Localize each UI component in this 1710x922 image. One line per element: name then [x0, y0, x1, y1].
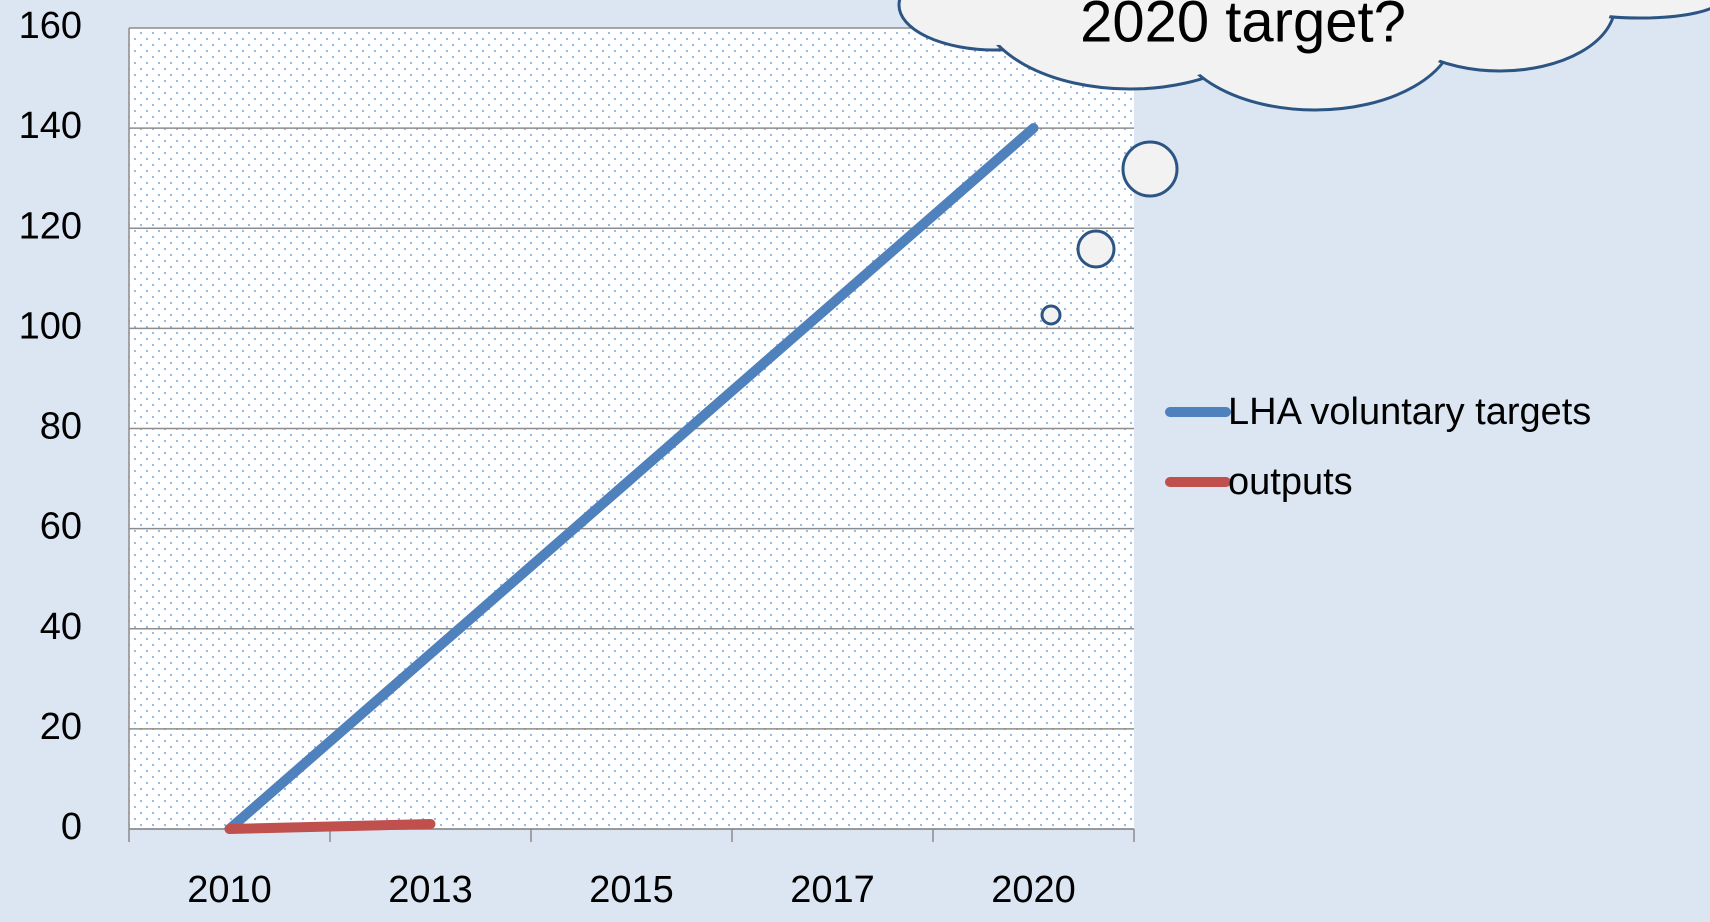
x-tick-label: 2010 [187, 869, 272, 911]
y-tick-label: 40 [40, 606, 82, 648]
x-tick-label: 2020 [991, 869, 1076, 911]
annotation: 2020 target? [1080, 0, 1406, 54]
y-tick-label: 100 [19, 305, 82, 347]
legend-label: outputs [1228, 461, 1353, 503]
y-tick-label: 0 [61, 806, 82, 848]
page: 0 20 40 60 80 100 120 140 160 2010 2013 2015 2017 202… [0, 0, 1710, 922]
x-tick-label: 2017 [790, 869, 875, 911]
y-tick-label: 20 [40, 706, 82, 748]
y-tick-label: 140 [19, 105, 82, 147]
legend-label: LHA voluntary targets [1228, 391, 1591, 433]
series-line [230, 824, 431, 829]
chart: 0 20 40 60 80 100 120 140 160 2010 2013 2015 2017 202… [0, 0, 1710, 922]
y-tick-label: 120 [19, 205, 82, 247]
y-tick-label: 80 [40, 406, 82, 448]
x-tick-label: 2015 [589, 869, 674, 911]
x-tick-label: 2013 [388, 869, 473, 911]
y-tick-label: 160 [19, 5, 82, 47]
y-tick-label: 60 [40, 506, 82, 548]
